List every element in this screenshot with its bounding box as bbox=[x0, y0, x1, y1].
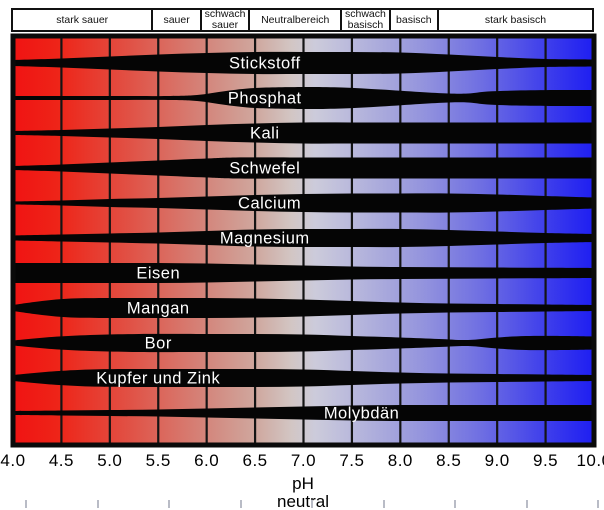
nutrient-band bbox=[13, 86, 594, 110]
header-zone: stark sauer bbox=[11, 8, 154, 32]
band-label: Magnesium bbox=[220, 230, 310, 248]
ruler-tick bbox=[96, 500, 99, 508]
nutrient-band bbox=[13, 193, 594, 213]
nutrient-band bbox=[13, 297, 594, 319]
header-zone: sauer bbox=[151, 8, 202, 32]
band-label: Kupfer und Zink bbox=[96, 370, 220, 388]
nutrient-band bbox=[13, 122, 594, 144]
nutrient-band bbox=[13, 333, 594, 353]
band-label: Eisen bbox=[136, 265, 180, 283]
chart-border bbox=[10, 33, 597, 448]
band-label: Phosphat bbox=[228, 90, 302, 108]
axis-tick-label: 9.5 bbox=[533, 451, 559, 470]
band-label: Mangan bbox=[127, 300, 190, 318]
nutrient-band bbox=[13, 51, 594, 75]
ruler-tick bbox=[597, 500, 599, 508]
bottom-ruler bbox=[0, 500, 604, 510]
axis-tick-label: 5.0 bbox=[97, 451, 123, 470]
ruler-tick bbox=[239, 500, 242, 508]
x-axis-label-line2: neutral bbox=[277, 492, 329, 510]
nutrient-band bbox=[13, 262, 594, 284]
header-zone: basisch bbox=[388, 8, 440, 32]
axis-tick-label: 4.5 bbox=[48, 451, 74, 470]
band-label: Schwefel bbox=[229, 160, 300, 178]
axis-tick-label: 6.0 bbox=[194, 451, 220, 470]
header-zone: stark basisch bbox=[437, 8, 594, 32]
ruler-tick bbox=[168, 500, 170, 508]
header-zone: Neutralbereich bbox=[248, 8, 343, 32]
ruler-tick bbox=[25, 500, 27, 508]
band-label: Molybdän bbox=[324, 405, 400, 423]
axis-tick-label: 8.0 bbox=[387, 451, 413, 470]
x-axis-label-line1: pH bbox=[292, 474, 314, 493]
axis-tick-label: 10.0 bbox=[576, 451, 604, 470]
band-label: Calcium bbox=[238, 195, 301, 213]
nutrient-band bbox=[13, 157, 594, 179]
band-label: Stickstoff bbox=[229, 55, 301, 73]
axis-tick-label: 7.5 bbox=[339, 451, 365, 470]
axis-tick-label: 5.5 bbox=[145, 451, 171, 470]
header-zone: schwach basisch bbox=[340, 8, 391, 32]
ruler-tick bbox=[382, 500, 385, 508]
axis-tick-label: 7.0 bbox=[290, 451, 317, 470]
axis-tick-label: 4.0 bbox=[0, 451, 26, 470]
ruler-tick bbox=[454, 500, 456, 508]
ruler-tick bbox=[311, 500, 313, 508]
nutrient-band bbox=[13, 228, 594, 248]
ruler-tick bbox=[525, 500, 528, 508]
nutrient-band bbox=[13, 404, 594, 422]
band-label: Bor bbox=[145, 335, 172, 353]
nutrient-band bbox=[13, 368, 594, 388]
axis-tick-label: 6.5 bbox=[242, 451, 268, 470]
band-label: Kali bbox=[250, 125, 280, 143]
axis-tick-label: 9.0 bbox=[484, 451, 510, 470]
axis-tick-label: 8.5 bbox=[436, 451, 462, 470]
ph-axis: 4.0 4.5 5.0 5.5 6.0 6.5 7.0 7.5 8.0 8.5 9.0 9.5 10.0 bbox=[0, 451, 604, 471]
